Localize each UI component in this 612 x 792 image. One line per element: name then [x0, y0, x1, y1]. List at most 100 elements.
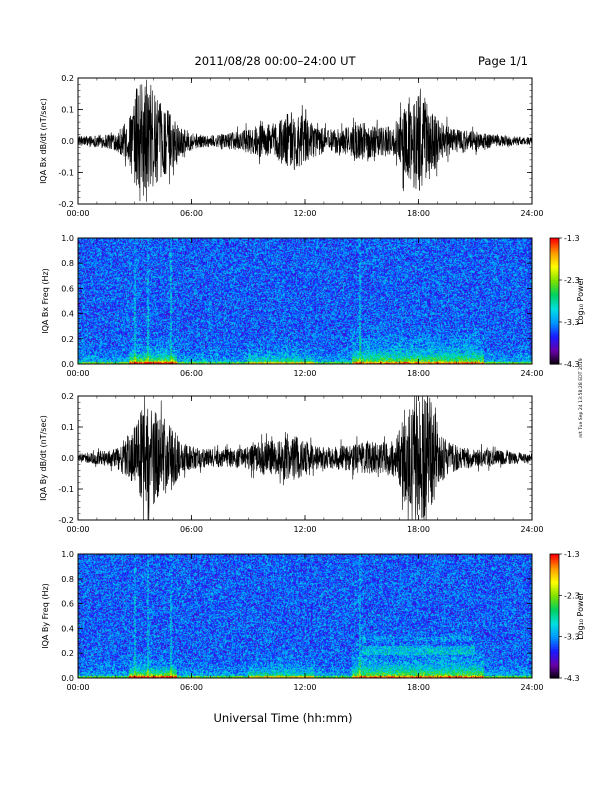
y-tick-labels: 0.2 0.1 0.0 -0.1 -0.2	[58, 74, 532, 209]
x-tick-label: 06:00	[180, 525, 203, 534]
colorbar-swatch	[550, 644, 559, 648]
by-dbdt-panel: 0.2 0.1 0.0 -0.1 -0.2 00:00 06:00 12:00 18:00 24…	[39, 392, 544, 534]
x-tick-label: 06:00	[180, 209, 203, 218]
colorbar-swatch	[550, 261, 559, 264]
colorbar-tick-label: -2.3	[564, 276, 580, 285]
colorbar-swatch	[550, 647, 559, 650]
y-tick-label: -0.2	[58, 516, 74, 525]
colorbar-swatch	[550, 628, 559, 632]
colorbar-swatch	[550, 330, 559, 334]
colorbar-swatch	[550, 582, 559, 586]
bx-spectrogram-panel: 1.0 0.8 0.6 0.4 0.2 0.0 00:00 06:00 12:00 18:00 2…	[41, 234, 585, 378]
colorbar-swatch	[550, 655, 559, 658]
colorbar-swatch	[550, 313, 559, 317]
colorbar-swatch	[550, 562, 559, 565]
bx-dbdt-trace	[77, 79, 533, 202]
x-tick-label: 18:00	[407, 209, 430, 218]
colorbar-swatch	[550, 263, 559, 266]
x-tick-label: 12:00	[293, 525, 316, 534]
colorbar-swatch	[550, 288, 559, 292]
x-tick-label: 24:00	[520, 369, 543, 378]
colorbar-tick-label: -2.3	[564, 591, 580, 600]
colorbar-swatch	[550, 271, 559, 275]
x-tick-labels: 00:00 06:00 12:00 18:00 24:00	[66, 396, 544, 534]
colorbar-swatch	[550, 599, 559, 603]
colorbar-swatch	[550, 640, 559, 644]
colorbar-swatch	[550, 597, 559, 601]
x-tick-label: 18:00	[407, 525, 430, 534]
colorbar-swatch	[550, 252, 559, 256]
y-tick-label: 0.8	[61, 259, 74, 268]
colorbar-swatch	[550, 560, 559, 563]
colorbar-tick-label: -4.3	[564, 674, 580, 683]
colorbar: -1.3 -2.3 -3.3 -4.3 Log₁₀ Power	[549, 550, 585, 683]
colorbar-swatch	[550, 290, 559, 294]
y-tick-label: -0.1	[58, 169, 74, 178]
colorbar-swatch	[550, 657, 559, 660]
x-tick-labels: 00:00 06:00 12:00 18:00 24:00	[66, 554, 544, 692]
y-tick-label: -0.1	[58, 485, 74, 494]
colorbar-swatch	[550, 280, 559, 283]
y-axis-label: IQA By dB/dt (nT/sec)	[39, 415, 48, 501]
colorbar-swatch	[550, 576, 559, 580]
y-axis-label: IQA Bx dB/dt (nT/sec)	[39, 98, 48, 184]
colorbar-tick-label: -3.3	[564, 318, 580, 327]
colorbar-swatch	[550, 322, 559, 325]
colorbar-swatch	[550, 651, 559, 654]
colorbar-swatch	[550, 675, 559, 679]
colorbar-swatch	[550, 591, 559, 594]
y-tick-label: 0.0	[61, 137, 74, 146]
colorbar-swatch	[550, 309, 559, 313]
x-tick-label: 00:00	[66, 683, 89, 692]
colorbar-swatch	[550, 566, 559, 570]
colorbar-swatch	[550, 256, 559, 260]
colorbar-swatch	[550, 267, 559, 271]
by-spectrogram-panel: 1.0 0.8 0.6 0.4 0.2 0.0 00:00 06:00 12:00 18:00 2…	[41, 550, 585, 692]
colorbar-swatch	[550, 667, 559, 671]
colorbar-swatch	[550, 269, 559, 273]
colorbar-swatch	[550, 340, 559, 344]
colorbar-swatch	[550, 305, 559, 308]
colorbar-swatch	[550, 238, 559, 241]
x-tick-label: 00:00	[66, 369, 89, 378]
colorbar-swatch	[550, 338, 559, 342]
colorbar-swatch	[550, 250, 559, 254]
colorbar-swatch	[550, 632, 559, 636]
colorbar-swatch	[550, 624, 559, 627]
colorbar-swatch	[550, 609, 559, 613]
y-tick-labels: 1.0 0.8 0.6 0.4 0.2 0.0	[61, 550, 532, 683]
colorbar-tick-label: -1.3	[564, 234, 580, 243]
colorbar-swatch	[550, 319, 559, 323]
colorbar-swatch	[550, 669, 559, 673]
colorbar-swatch	[550, 556, 559, 559]
y-axis-label: IQA By Freq (Hz)	[41, 583, 50, 649]
colorbar-swatch	[550, 572, 559, 576]
colorbar-frame	[549, 553, 560, 679]
y-tick-label: 0.1	[61, 423, 74, 432]
colorbar-swatch	[550, 589, 559, 592]
bx-dbdt-panel: 0.2 0.1 0.0 -0.1 -0.2 00:00 06:00 12:00 18:00 24…	[39, 74, 544, 218]
y-tick-label: 1.0	[61, 234, 74, 243]
y-tick-label: 0.0	[61, 360, 74, 369]
x-axis-title: Universal Time (hh:mm)	[213, 711, 352, 725]
colorbar-swatch	[550, 248, 559, 252]
colorbar-tick-label: -1.3	[564, 550, 580, 559]
colorbar-swatch	[550, 240, 559, 243]
colorbar-swatch	[550, 636, 559, 640]
colorbar-swatch	[550, 298, 559, 302]
colorbar-swatch	[550, 301, 559, 304]
y-tick-label: 1.0	[61, 550, 74, 559]
colorbar-swatch	[550, 332, 559, 336]
colorbar-swatch	[550, 659, 559, 663]
colorbar-swatch	[550, 343, 559, 346]
colorbar-swatch	[550, 284, 559, 287]
colorbar-swatch	[550, 601, 559, 605]
colorbar-swatch	[550, 578, 559, 582]
colorbar-swatch	[550, 638, 559, 642]
colorbar-swatch	[550, 282, 559, 285]
colorbar-swatch	[550, 613, 559, 617]
colorbar-label: Log₁₀ Power	[576, 277, 585, 325]
colorbar-swatch	[550, 622, 559, 625]
colorbar-swatch	[550, 585, 559, 588]
colorbar-swatch	[550, 607, 559, 611]
